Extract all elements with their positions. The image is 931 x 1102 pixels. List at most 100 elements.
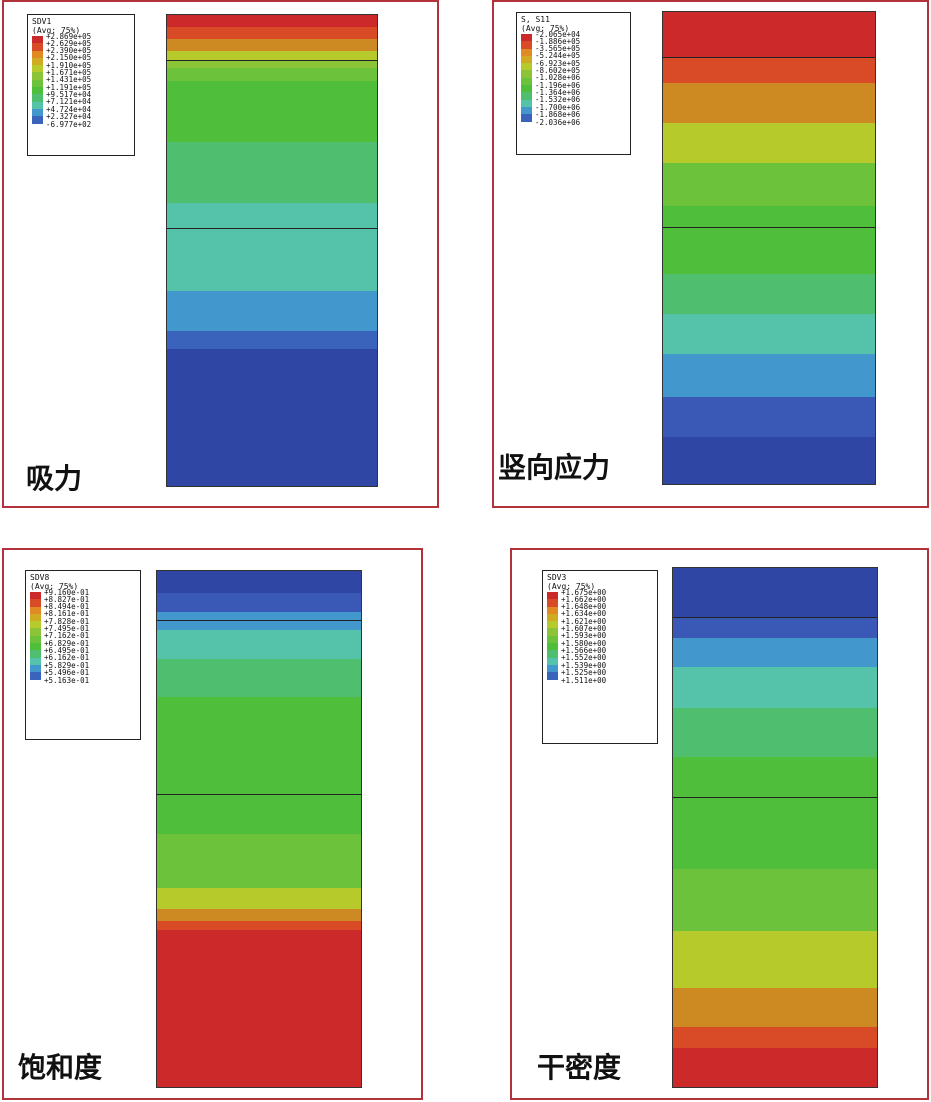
legend-value: +1.525e+00 — [561, 667, 607, 677]
legend-row: +1.621e+00 — [547, 617, 653, 629]
legend-row: -1.532e+06 — [521, 96, 626, 107]
legend-row: -3.565e+05 — [521, 45, 626, 56]
legend-row: -6.977e+02 — [32, 120, 130, 131]
legend-row: +8.161e-01 — [30, 610, 136, 622]
legend-value: -2.065e+04 — [535, 29, 581, 39]
legend-value: -3.565e+05 — [535, 44, 581, 54]
legend-row: +7.828e-01 — [30, 617, 136, 629]
layer-boundary-line — [167, 60, 377, 62]
legend-swatch — [521, 114, 532, 122]
contour-band — [167, 330, 377, 350]
legend-row: +9.517e+04 — [32, 91, 130, 102]
legend-value: +7.495e-01 — [44, 624, 90, 634]
contour-band — [663, 57, 875, 83]
legend-swatch — [32, 101, 43, 109]
legend-swatch — [32, 94, 43, 102]
legend-value: +1.431e+05 — [46, 75, 92, 85]
vertical-stress-caption: 竖向应力 — [498, 451, 611, 484]
layer-boundary-line — [663, 57, 875, 59]
legend-row: -8.602e+05 — [521, 66, 626, 78]
legend-row: +5.496e-01 — [30, 669, 136, 680]
legend-row: +1.910e+05 — [32, 61, 130, 73]
legend-value: +2.327e+04 — [46, 111, 92, 121]
legend-swatch — [521, 77, 532, 86]
legend-row: +1.580e+00 — [547, 639, 653, 651]
vertical-stress-contour-column — [662, 11, 876, 485]
legend-swatch — [32, 116, 43, 124]
legend-row: +5.829e-01 — [30, 660, 136, 673]
legend-row: +1.552e+00 — [547, 654, 653, 665]
legend-swatch — [521, 99, 532, 107]
legend-swatch — [32, 65, 43, 73]
legend-row: -2.065e+04 — [521, 29, 626, 42]
legend-swatch — [521, 70, 532, 78]
legend-value: -5.244e+05 — [535, 51, 581, 61]
contour-band — [167, 61, 377, 68]
contour-band — [673, 666, 877, 709]
dry-density-caption: 干密度 — [537, 1051, 622, 1084]
legend-swatch — [30, 650, 41, 658]
legend-averaging: (Avg: 75%) — [547, 582, 596, 591]
contour-band — [157, 834, 361, 889]
vertical-stress-legend: S, S11 (Avg: 75%) -2.065e+04 -1.886e+05 -3… — [516, 12, 631, 155]
saturation-caption: 饱和度 — [18, 1051, 103, 1084]
legend-value: +1.607e+00 — [561, 624, 607, 634]
legend-variable: SDV8 — [30, 573, 50, 582]
legend-swatch — [547, 599, 558, 607]
legend-swatch — [30, 592, 41, 600]
legend-row: +1.191e+05 — [32, 82, 130, 95]
contour-band — [663, 436, 875, 484]
legend-value: -1.868e+06 — [535, 109, 581, 119]
legend-row: +2.869e+05 — [32, 32, 130, 44]
legend-row: -1.196e+06 — [521, 81, 626, 93]
legend-swatch — [30, 635, 41, 644]
legend-value: +5.829e-01 — [44, 660, 90, 670]
contour-band — [663, 273, 875, 315]
legend-value: -8.602e+05 — [535, 66, 581, 76]
legend-value: -1.886e+05 — [535, 36, 581, 46]
layer-boundary-line — [157, 619, 361, 621]
contour-band — [663, 314, 875, 355]
legend-value: -1.532e+06 — [535, 95, 581, 105]
legend-scale: +9.160e-01 +8.827e-01 +8.494e-01 +8.161e-01… — [30, 588, 136, 687]
legend-row: +7.162e-01 — [30, 632, 136, 644]
contour-band — [157, 929, 361, 1087]
suction-panel: SDV1 (Avg: 75%) +2.869e+05 +2.629e+05 +2.3… — [2, 0, 439, 508]
legend-value: -1.700e+06 — [535, 102, 581, 112]
contour-band — [157, 658, 361, 698]
legend-variable: SDV3 — [547, 573, 567, 582]
legend-swatch — [521, 41, 532, 49]
legend-row: -1.364e+06 — [521, 89, 626, 100]
legend-row: +2.629e+05 — [32, 38, 130, 51]
legend-swatch — [32, 72, 43, 80]
legend-swatch — [32, 43, 43, 51]
legend-swatch — [521, 106, 532, 115]
legend-value: +2.629e+05 — [46, 38, 92, 48]
contour-band — [167, 50, 377, 62]
contour-band — [673, 638, 877, 667]
contour-band — [167, 290, 377, 331]
contour-band — [663, 205, 875, 274]
legend-value: +8.161e-01 — [44, 609, 90, 619]
legend-row: +8.827e-01 — [30, 596, 136, 607]
legend-value: +7.162e-01 — [44, 631, 90, 641]
contour-band — [167, 226, 377, 291]
legend-row: +5.163e-01 — [30, 676, 136, 687]
legend-value: +1.539e+00 — [561, 660, 607, 670]
legend-swatch — [30, 657, 41, 665]
legend-value: +6.162e-01 — [44, 653, 90, 663]
legend-row: +8.494e-01 — [30, 603, 136, 614]
legend-swatch — [30, 643, 41, 651]
legend-swatch — [547, 592, 558, 600]
legend-swatch — [32, 108, 43, 117]
legend-swatch — [547, 672, 558, 680]
contour-band — [663, 82, 875, 123]
legend-value: +1.511e+00 — [561, 675, 607, 685]
legend-swatch — [521, 85, 532, 93]
contour-band — [157, 697, 361, 835]
legend-row: +1.566e+00 — [547, 647, 653, 658]
legend-row: +9.160e-01 — [30, 588, 136, 600]
legend-row: +1.525e+00 — [547, 667, 653, 680]
legend-value: -2.036e+06 — [535, 117, 581, 127]
legend-value: +1.191e+05 — [46, 82, 92, 92]
